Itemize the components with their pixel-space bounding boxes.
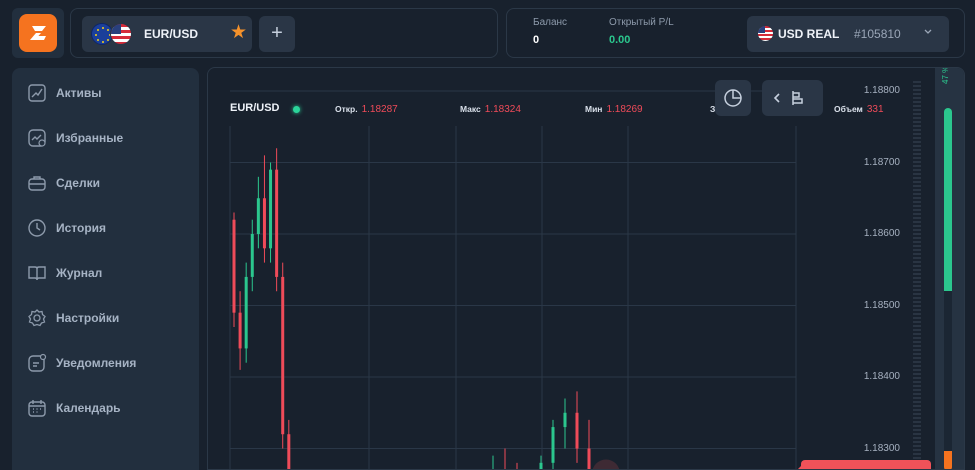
candle-body	[275, 169, 279, 277]
add-asset-button[interactable]: +	[259, 16, 295, 52]
sidebar-item-label: Сделки	[56, 176, 100, 190]
notification-icon	[28, 353, 47, 372]
candle-body	[256, 198, 260, 235]
current-price-glow	[592, 459, 620, 469]
chart-type-button[interactable]	[715, 80, 751, 116]
clock-icon	[28, 219, 46, 237]
volume-strip: 47 %	[935, 67, 964, 469]
candle-body	[262, 198, 266, 249]
candle-body	[244, 276, 248, 349]
volume-sell-fill	[944, 450, 952, 469]
ohlc-open-label: Откр.	[335, 104, 358, 114]
chart-up-icon	[28, 84, 46, 102]
sidebar-item-label: Календарь	[56, 401, 121, 415]
sidebar-item-label: История	[56, 221, 107, 235]
ohlc-open-value: 1.18287	[361, 104, 398, 115]
candle-body	[232, 219, 236, 313]
sidebar-item-label: Активы	[56, 86, 102, 100]
volume-buy-fill	[944, 108, 952, 291]
ohlc-close-label: З	[710, 104, 716, 114]
sidebar-item-history[interactable]: История	[12, 211, 199, 247]
sidebar-item-assets[interactable]: Активы	[12, 76, 199, 112]
candle-body	[539, 462, 543, 469]
chart-panel: EUR/USD Откр. 1.18287 Макс 1.18324 Мин 1.18…	[207, 67, 965, 470]
candle-body	[587, 448, 591, 469]
asset-tabs-panel: EUR/USD ★ +	[70, 8, 498, 58]
account-name: USD REAL	[778, 27, 840, 41]
sidebar-item-label: Журнал	[56, 266, 103, 280]
candle-body	[238, 312, 242, 349]
sidebar-item-label: Уведомления	[56, 356, 137, 370]
candle-body	[250, 234, 254, 277]
sidebar-item-favorites[interactable]: Избранные	[12, 121, 199, 157]
live-indicator-icon	[293, 106, 300, 113]
ohlc-high-value: 1.18324	[484, 104, 521, 115]
ohlc-volume: Объем 331	[834, 104, 884, 115]
sidebar-item-journal[interactable]: Журнал	[12, 256, 199, 292]
gear-icon	[28, 309, 46, 327]
indicators-icon	[773, 91, 803, 105]
balance-label: Баланс	[533, 17, 568, 28]
price-axis-label: 1.18500	[863, 299, 900, 311]
briefcase-icon	[28, 176, 46, 191]
asset-tab-symbol: EUR/USD	[144, 27, 199, 41]
sidebar-item-settings[interactable]: Настройки	[12, 301, 199, 337]
sidebar: Активы Избранные Сделки История Журнал	[12, 68, 199, 470]
volume-percent: 47 %	[941, 67, 950, 84]
ohlc-low: Мин 1.18269	[585, 104, 643, 115]
account-id: #105810	[854, 27, 901, 41]
candle-body	[551, 427, 555, 463]
sidebar-item-deals[interactable]: Сделки	[12, 166, 199, 202]
ohlc-high-label: Макс	[460, 104, 481, 114]
ohlc-low-value: 1.18269	[606, 104, 643, 115]
price-axis-label: 1.18300	[863, 442, 900, 454]
asset-tab-eurusd[interactable]: EUR/USD ★	[82, 16, 252, 52]
sidebar-item-notifications[interactable]: Уведомления	[12, 346, 199, 382]
open-pl-value: 0.00	[609, 34, 631, 46]
price-chart[interactable]	[208, 68, 935, 470]
app-logo[interactable]	[12, 8, 64, 58]
candle-body	[563, 412, 567, 428]
candle-body	[281, 276, 285, 435]
volume-bar	[944, 108, 952, 469]
calendar-icon	[28, 400, 46, 417]
chart-tools-toggle[interactable]	[762, 80, 823, 116]
ohlc-open: Откр. 1.18287	[335, 104, 398, 115]
star-icon[interactable]: ★	[230, 22, 248, 43]
logo-icon	[19, 14, 57, 52]
ohlc-volume-value: 331	[866, 104, 884, 115]
account-panel: Баланс 0 Открытый P/L 0.00 USD REAL #105…	[506, 8, 965, 58]
account-selector[interactable]: USD REAL #105810	[747, 16, 949, 52]
us-flag-icon	[758, 26, 773, 41]
candle-body	[575, 412, 579, 449]
pie-chart-icon	[724, 89, 742, 107]
sidebar-item-label: Избранные	[56, 131, 124, 145]
sidebar-item-calendar[interactable]: Календарь	[12, 391, 199, 427]
candle-body	[287, 434, 291, 469]
ohlc-volume-label: Объем	[834, 104, 863, 114]
chart-symbol: EUR/USD	[230, 102, 280, 114]
candle-body	[269, 169, 273, 249]
ohlc-low-label: Мин	[585, 104, 603, 114]
chevron-down-icon	[924, 29, 932, 34]
balance-value: 0	[533, 34, 540, 46]
price-axis-label: 1.18600	[863, 228, 900, 239]
current-price-tag: 1.18265	[793, 459, 931, 469]
us-flag-icon	[110, 23, 132, 45]
open-pl-label: Открытый P/L	[609, 17, 674, 28]
price-axis-label: 1.18400	[863, 371, 900, 383]
price-axis-label: 1.18800	[863, 85, 900, 96]
favorites-icon	[28, 129, 46, 147]
book-icon	[28, 266, 46, 281]
ohlc-high: Макс 1.18324	[460, 104, 521, 115]
price-axis-label: 1.18700	[863, 156, 900, 168]
sidebar-item-label: Настройки	[56, 311, 120, 325]
